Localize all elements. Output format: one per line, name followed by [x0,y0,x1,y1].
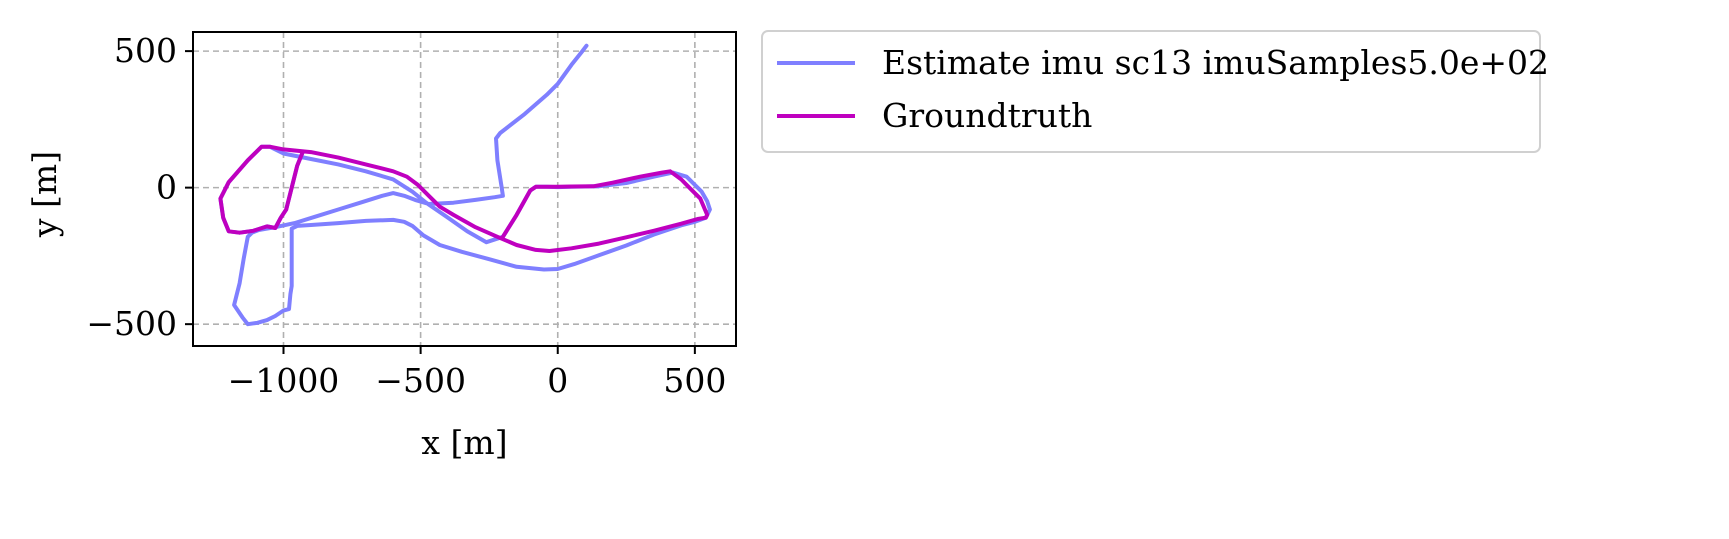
y-tick-label: −500 [86,304,177,343]
x-tick-label: −1000 [228,361,340,400]
legend-label-groundtruth: Groundtruth [882,96,1092,135]
series-line-groundtruth [218,144,710,253]
x-tick-label: 0 [547,361,568,400]
legend: Estimate imu sc13 imuSamples5.0e+02 Grou… [761,30,1549,153]
x-axis-label: x [m] [421,423,507,462]
legend-label-estimate: Estimate imu sc13 imuSamples5.0e+02 [882,43,1549,82]
series-layer [218,43,712,327]
plot-area-frame [192,31,737,347]
y-tick-label: 500 [114,31,177,70]
x-tick-label: 500 [663,361,726,400]
y-axis-label: y [m] [25,151,64,238]
axis-ticks: −1000 −500 0 500 −500 0 500 [86,31,726,400]
series-line-estimate [218,43,712,327]
y-tick-label: 0 [156,168,177,207]
grid-lines [193,32,736,346]
x-tick-label: −500 [375,361,466,400]
legend-box [761,30,1541,153]
